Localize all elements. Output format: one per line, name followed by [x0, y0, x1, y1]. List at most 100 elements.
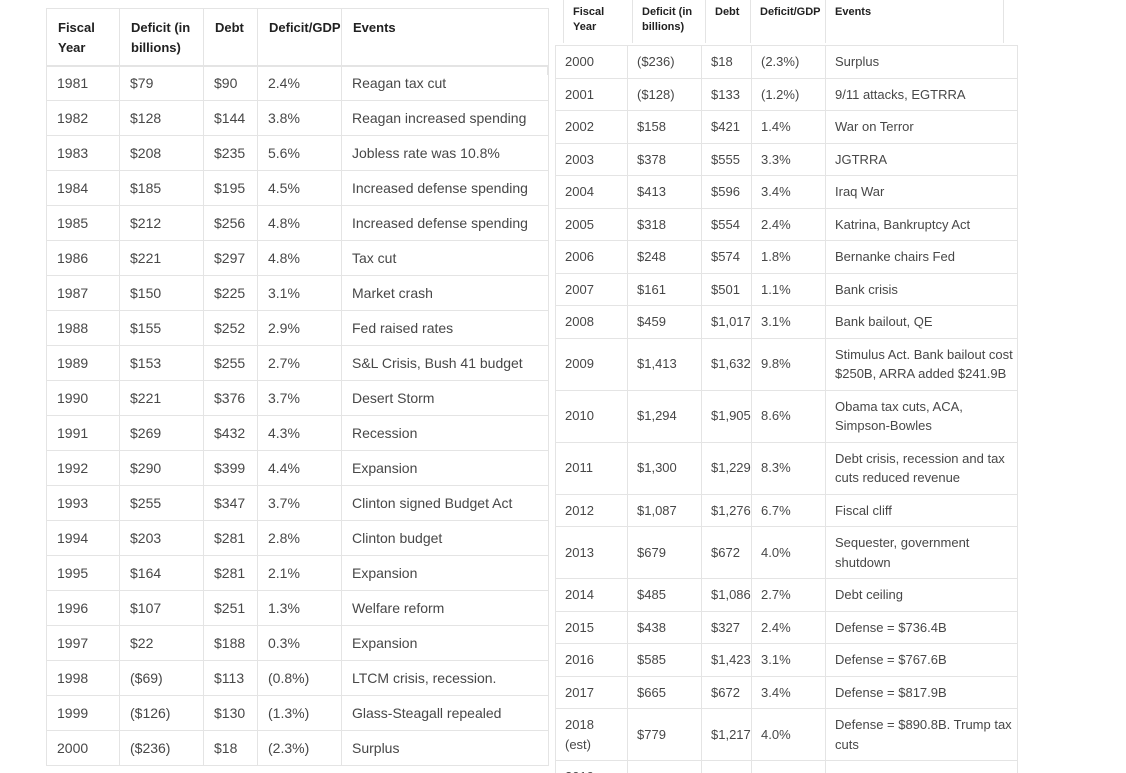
table-cell: Bank crisis: [825, 272, 1018, 306]
table-cell: 2009: [555, 337, 628, 391]
table-cell: $255: [119, 485, 204, 521]
table-cell: LTCM crisis, recession.: [341, 660, 549, 696]
right-header-events: Events: [825, 0, 1004, 43]
table-cell: 2015: [555, 610, 628, 644]
table-cell: $290: [119, 450, 204, 486]
table-cell: $248: [627, 240, 702, 274]
table-cell: $554: [701, 207, 752, 241]
table-cell: Surplus: [341, 730, 549, 766]
table-cell: $438: [627, 610, 702, 644]
table-cell: 9.8%: [751, 337, 826, 391]
right-table-header: Fiscal Year Deficit (in billions) Debt D…: [563, 0, 1005, 43]
table-cell: $327: [701, 610, 752, 644]
table-cell: Market crash: [341, 275, 549, 311]
table-row: 2014 $485 $1,086 2.7% Debt ceiling: [555, 578, 1018, 612]
table-cell: 1987: [46, 275, 120, 311]
table-cell: Bank bailout, QE: [825, 305, 1018, 339]
table-row: 1985 $212 $256 4.8% Increased defense spendi…: [46, 205, 549, 241]
table-cell: 2016: [555, 643, 628, 677]
table-row: 2004 $413 $596 3.4% Iraq War: [555, 175, 1018, 209]
table-cell: 2011: [555, 441, 628, 495]
table-cell: 2.8%: [257, 520, 342, 556]
table-cell: $1,276: [701, 493, 752, 527]
table-cell: 2006: [555, 240, 628, 274]
table-cell: Increased defense spending: [341, 170, 549, 206]
table-cell: $421: [701, 110, 752, 144]
left-header-events: Events: [341, 8, 549, 67]
table-cell: 1986: [46, 240, 120, 276]
table-cell: 4.8%: [257, 205, 342, 241]
table-cell: $281: [203, 520, 258, 556]
table-cell: Tax cut: [341, 240, 549, 276]
table-cell: $501: [701, 272, 752, 306]
table-cell: 9/11 attacks, EGTRRA: [825, 77, 1018, 111]
table-cell: Recession: [341, 415, 549, 451]
table-cell: $399: [203, 450, 258, 486]
table-cell: $376: [203, 380, 258, 416]
table-cell: 2014: [555, 578, 628, 612]
table-cell: Sequester, government shutdown: [825, 526, 1018, 579]
table-cell: 2012: [555, 493, 628, 527]
table-cell: ($236): [119, 730, 204, 766]
table-cell: ($69): [119, 660, 204, 696]
table-cell: $378: [627, 142, 702, 176]
table-cell: Stimulus Act. Bank bailout cost $250B, A…: [825, 337, 1018, 391]
table-cell: $1,413: [627, 337, 702, 391]
table-cell: (2.3%): [751, 45, 826, 79]
table-cell: Desert Storm: [341, 380, 549, 416]
table-cell: Fiscal cliff: [825, 493, 1018, 527]
table-cell: $18: [701, 45, 752, 79]
table-cell: 3.7%: [257, 485, 342, 521]
table-row: 1997 $22 $188 0.3% Expansion: [46, 625, 549, 661]
table-row: 1994 $203 $281 2.8% Clinton budget: [46, 520, 549, 556]
table-cell: $1,087: [627, 493, 702, 527]
table-row: 2018 (est) $779 $1,217 4.0% Defense = $890.8…: [555, 708, 1018, 761]
table-cell: 2007: [555, 272, 628, 306]
table-cell: Expansion: [341, 625, 549, 661]
table-cell: $150: [119, 275, 204, 311]
table-row: 1999 ($126) $130 (1.3%) Glass-Steagall repea…: [46, 695, 549, 731]
table-cell: $1,632: [701, 337, 752, 391]
table-cell: $221: [119, 380, 204, 416]
table-cell: ($126): [119, 695, 204, 731]
table-cell: Expansion: [341, 555, 549, 591]
right-header-fiscal-year: Fiscal Year: [563, 0, 633, 43]
table-cell: 1999: [46, 695, 120, 731]
table-cell: $297: [203, 240, 258, 276]
table-cell: $212: [119, 205, 204, 241]
table-cell: 2013: [555, 526, 628, 579]
table-cell: 1990: [46, 380, 120, 416]
table-cell: $188: [203, 625, 258, 661]
table-cell: (1.3%): [257, 695, 342, 731]
left-header-deficit: Deficit (in billions): [119, 8, 204, 67]
table-row: 2015 $438 $327 2.4% Defense = $736.4B: [555, 610, 1018, 644]
table-cell: $1,086: [701, 578, 752, 612]
table-cell: 3.1%: [257, 275, 342, 311]
left-header-row: Fiscal Year Deficit (in billions) Debt D…: [46, 8, 549, 67]
table-cell: $485: [627, 578, 702, 612]
table-cell: (2.3%): [257, 730, 342, 766]
table-cell: $281: [203, 555, 258, 591]
table-cell: $1,300: [627, 441, 702, 495]
table-cell: $596: [701, 175, 752, 209]
table-cell: 8.3%: [751, 441, 826, 495]
table-row: 2003 $378 $555 3.3% JGTRRA: [555, 142, 1018, 176]
right-table-body-viewport: 2000 ($236) $18 (2.3%) Surplus 2001 ($128) $133…: [555, 45, 1019, 773]
table-row: 1995 $164 $281 2.1% Expansion: [46, 555, 549, 591]
table-cell: JGTRRA: [825, 142, 1018, 176]
table-cell: Welfare reform: [341, 590, 549, 626]
table-cell: $128: [119, 100, 204, 136]
table-cell: $90: [203, 65, 258, 101]
table-cell: $269: [119, 415, 204, 451]
table-cell: Surplus: [825, 45, 1018, 79]
table-cell: 3.1%: [751, 305, 826, 339]
right-header-debt: Debt: [705, 0, 751, 43]
table-cell: 2.7%: [257, 345, 342, 381]
table-cell: Defense = $817.9B: [825, 675, 1018, 709]
table-cell: $225: [203, 275, 258, 311]
table-cell: $164: [119, 555, 204, 591]
table-cell: $185: [119, 170, 204, 206]
table-cell: 1982: [46, 100, 120, 136]
table-cell: 1996: [46, 590, 120, 626]
table-cell: 1993: [46, 485, 120, 521]
